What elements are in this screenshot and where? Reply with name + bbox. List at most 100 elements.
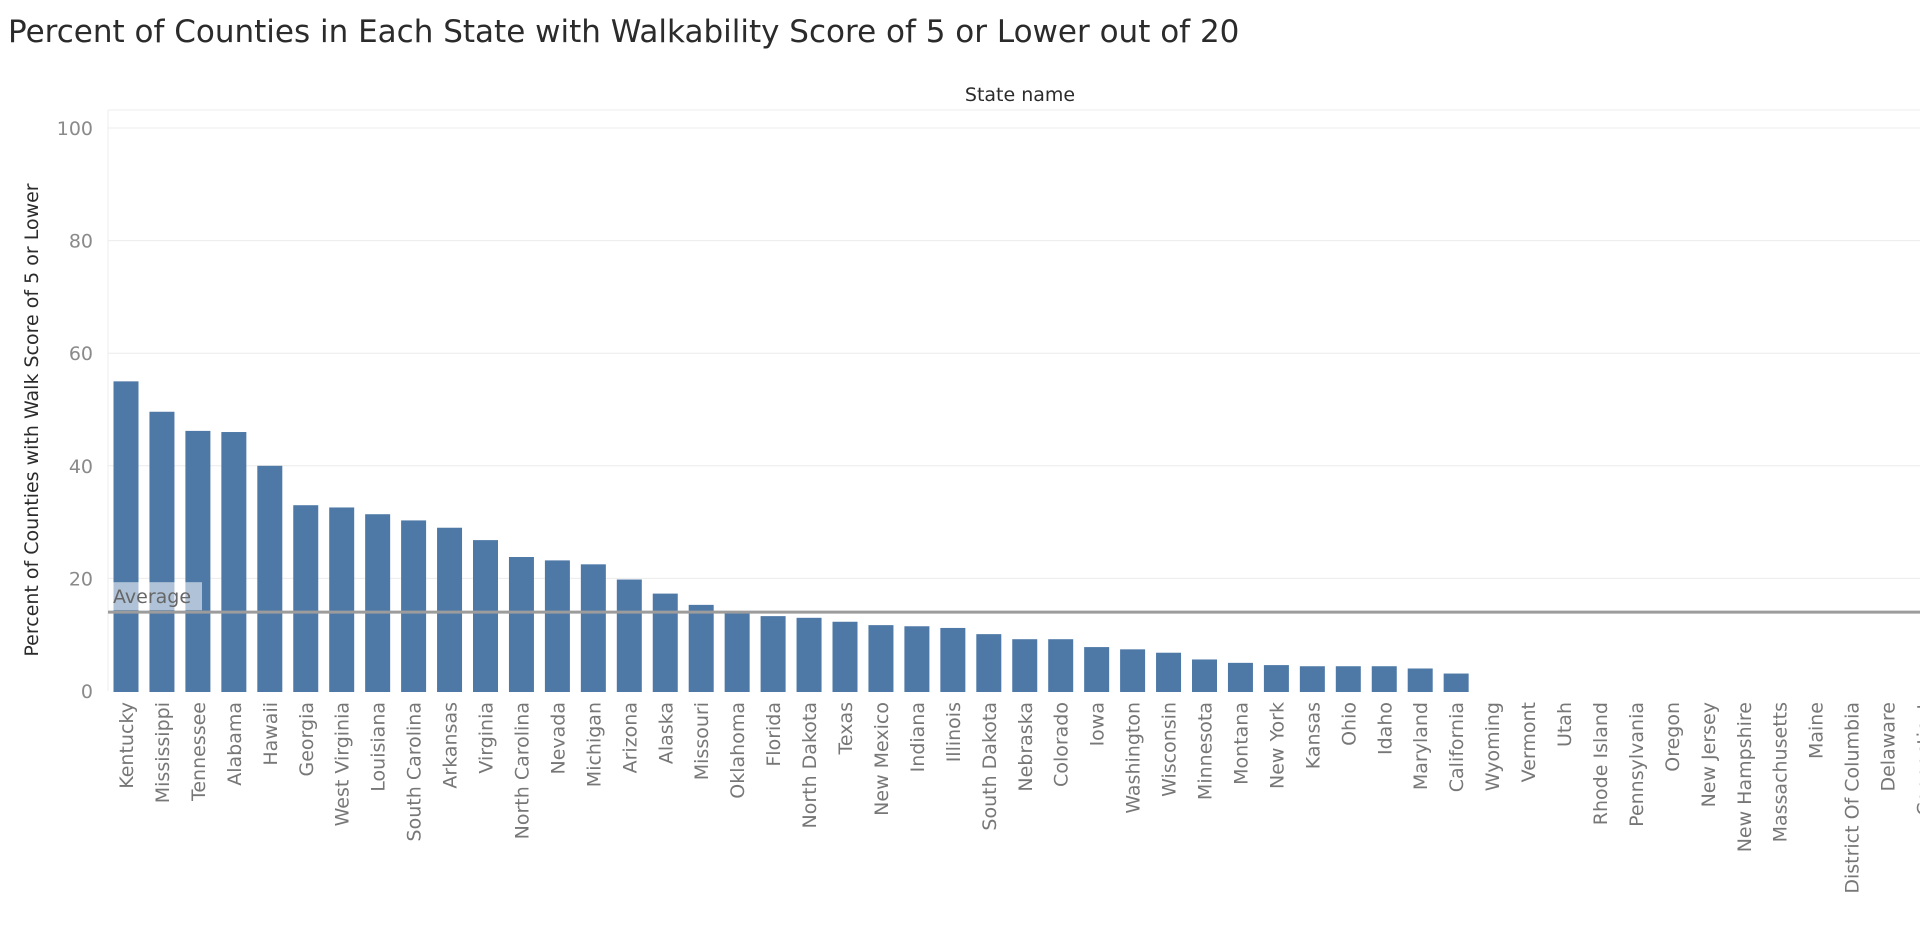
x-tick-label: North Dakota bbox=[799, 702, 821, 829]
x-tick-label: Georgia bbox=[296, 702, 318, 777]
bar bbox=[365, 514, 391, 692]
x-tick-label: Iowa bbox=[1087, 702, 1109, 746]
x-tick-label: Alabama bbox=[224, 702, 246, 786]
x-tick-label: Kentucky bbox=[116, 702, 138, 789]
x-tick-label: New Hampshire bbox=[1734, 702, 1756, 852]
x-tick-label: South Dakota bbox=[979, 702, 1001, 831]
x-tick-label: New Mexico bbox=[871, 702, 893, 816]
x-tick-label: Nebraska bbox=[1015, 702, 1037, 792]
bar bbox=[544, 560, 570, 692]
x-tick-label: Minnesota bbox=[1195, 702, 1217, 800]
x-tick-label: West Virginia bbox=[332, 702, 354, 826]
x-tick-label: Ohio bbox=[1338, 702, 1360, 746]
x-tick-label: District Of Columbia bbox=[1842, 702, 1864, 894]
bar bbox=[580, 564, 606, 692]
x-tick-label: Oregon bbox=[1662, 702, 1684, 772]
x-tick-label: Alaska bbox=[655, 702, 677, 764]
bar bbox=[1048, 639, 1074, 692]
bar bbox=[1012, 639, 1038, 692]
x-tick-label: Arizona bbox=[619, 702, 641, 773]
x-tick-label: Oklahoma bbox=[727, 702, 749, 799]
bar bbox=[1227, 662, 1253, 692]
bar bbox=[149, 411, 175, 692]
x-tick-label: Idaho bbox=[1374, 702, 1396, 755]
x-tick-label: Colorado bbox=[1051, 702, 1073, 787]
bar bbox=[1263, 665, 1289, 692]
bar bbox=[1192, 659, 1217, 692]
x-tick-label: Arkansas bbox=[440, 702, 462, 789]
x-tick-label: South Carolina bbox=[404, 702, 426, 841]
x-tick-label: Virginia bbox=[476, 702, 498, 774]
bar bbox=[652, 593, 678, 692]
bar bbox=[1299, 666, 1325, 692]
bar bbox=[473, 540, 498, 692]
y-tick-label: 100 bbox=[57, 118, 93, 140]
bar bbox=[616, 579, 642, 692]
bar bbox=[1084, 647, 1110, 692]
bar bbox=[904, 626, 930, 692]
y-tick-label: 0 bbox=[81, 681, 93, 703]
x-tick-label: Indiana bbox=[907, 702, 929, 772]
bar bbox=[1335, 666, 1361, 692]
x-tick-label: Hawaii bbox=[260, 702, 282, 766]
bar bbox=[401, 520, 427, 692]
x-tick-label: Tennessee bbox=[188, 702, 210, 802]
chart-title: Percent of Counties in Each State with W… bbox=[8, 14, 1240, 50]
x-tick-label: Delaware bbox=[1878, 702, 1900, 792]
bar bbox=[760, 616, 786, 692]
x-tick-label: Vermont bbox=[1518, 702, 1540, 782]
x-tick-label: Louisiana bbox=[368, 702, 390, 792]
bar bbox=[1156, 652, 1182, 692]
y-tick-label: 80 bbox=[69, 231, 93, 253]
x-tick-label: Michigan bbox=[583, 702, 605, 787]
bar bbox=[724, 612, 750, 692]
y-tick-label: 40 bbox=[69, 456, 93, 478]
bar bbox=[257, 465, 283, 692]
x-tick-label: Nevada bbox=[547, 702, 569, 775]
x-tick-label: California bbox=[1446, 702, 1468, 792]
bar bbox=[940, 627, 966, 692]
average-label-background bbox=[110, 582, 202, 611]
x-tick-label: Mississippi bbox=[152, 702, 174, 803]
x-tick-label: North Carolina bbox=[511, 702, 533, 839]
x-tick-label: New York bbox=[1266, 702, 1288, 789]
bar bbox=[113, 381, 139, 692]
y-axis-ticks: 0 20 40 60 80 100 bbox=[57, 118, 93, 703]
bar bbox=[688, 604, 714, 692]
y-tick-label: 20 bbox=[69, 568, 93, 590]
y-tick-label: 60 bbox=[69, 343, 93, 365]
bar bbox=[1407, 668, 1433, 692]
average-label: Average bbox=[113, 586, 191, 608]
x-tick-label: Wisconsin bbox=[1159, 702, 1181, 797]
bar bbox=[1120, 649, 1146, 692]
bar bbox=[329, 507, 355, 692]
bar bbox=[185, 430, 211, 692]
x-tick-label: Maine bbox=[1806, 702, 1828, 759]
bar bbox=[221, 432, 247, 692]
x-tick-label: Massachusetts bbox=[1770, 702, 1792, 842]
bar bbox=[832, 621, 858, 692]
bar bbox=[293, 505, 319, 692]
x-tick-label: Rhode Island bbox=[1590, 702, 1612, 825]
bar bbox=[508, 557, 534, 692]
y-axis-title: Percent of Counties with Walk Score of 5… bbox=[21, 183, 43, 656]
x-axis-title: State name bbox=[965, 84, 1075, 106]
x-tick-label: Utah bbox=[1554, 702, 1576, 747]
x-tick-label: New Jersey bbox=[1698, 702, 1720, 807]
bar bbox=[1371, 666, 1397, 692]
bar bbox=[437, 527, 463, 692]
bar bbox=[796, 617, 822, 692]
bar bbox=[868, 625, 894, 692]
bars-layer bbox=[113, 381, 1469, 692]
x-tick-label: Pennsylvania bbox=[1626, 702, 1648, 827]
x-tick-label: Texas bbox=[835, 702, 857, 756]
x-tick-label: Maryland bbox=[1410, 702, 1432, 790]
x-tick-label: Kansas bbox=[1302, 702, 1324, 769]
x-tick-label: Missouri bbox=[691, 702, 713, 780]
bar bbox=[1443, 673, 1469, 692]
x-tick-label: Montana bbox=[1230, 702, 1252, 785]
x-tick-label: Florida bbox=[763, 702, 785, 767]
bar bbox=[976, 634, 1002, 692]
x-tick-label: Washington bbox=[1123, 702, 1145, 814]
